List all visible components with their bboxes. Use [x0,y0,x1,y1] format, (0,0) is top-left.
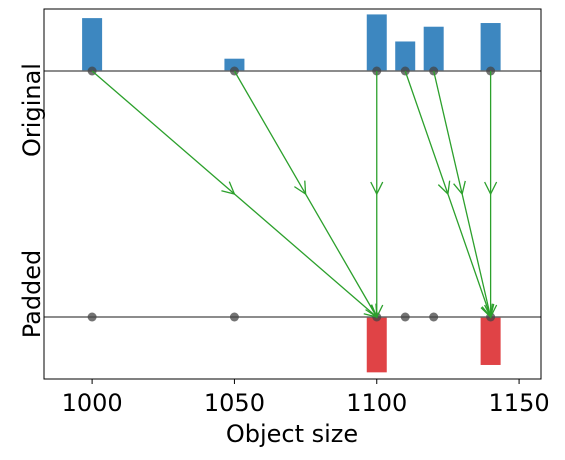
arrow-head [484,304,498,319]
arrow-head [294,180,307,196]
arrow-head [437,180,451,196]
mapping-arrow [370,71,384,319]
original-bar [82,18,103,71]
arrow-head [221,181,236,195]
axes-frame [43,8,542,380]
padded-point [400,312,410,322]
padded-bar [480,317,501,365]
mapping-arrow [404,70,493,319]
mapping-arrow [433,70,495,319]
original-bar [480,23,501,72]
arrow-head [453,180,466,196]
arrow-head [484,181,498,196]
padded-point [87,312,97,322]
x-tick-label: 1150 [489,389,550,417]
original-bar [423,26,444,71]
mapping-arrow [484,71,498,319]
mapping-arrow [91,70,378,318]
padded-bar [366,317,387,373]
row-label: Original [18,63,46,157]
padded-point [429,312,439,322]
original-bar [395,41,416,71]
row-label: Padded [18,250,46,339]
x-tick-label: 1100 [346,389,407,417]
padded-point [229,312,239,322]
original-bar [224,58,245,71]
mapping-arrow [233,70,378,319]
x-tick-label: 1050 [204,389,265,417]
arrow-head [370,181,384,196]
x-tick-label: 1000 [62,389,123,417]
arrow-head [370,304,384,319]
x-axis-label: Object size [226,420,358,448]
original-bar [366,14,387,72]
